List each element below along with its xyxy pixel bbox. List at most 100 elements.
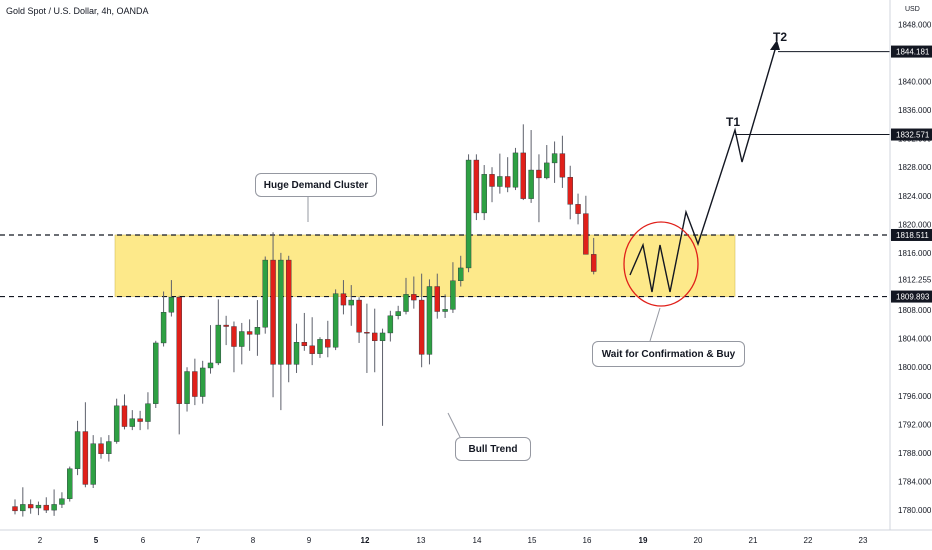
candle-up xyxy=(74,431,81,469)
t1-label: T1 xyxy=(726,115,740,129)
y-tick-label: 1796.000 xyxy=(898,392,932,401)
y-tick-label: 1828.000 xyxy=(898,163,932,172)
price-tag xyxy=(891,228,932,241)
candle-down xyxy=(246,331,253,335)
candle-down xyxy=(223,324,229,327)
candle-up xyxy=(450,280,456,310)
y-tick-label: 1792.000 xyxy=(898,420,932,429)
demand-zone-layer xyxy=(0,234,890,298)
candle-down xyxy=(340,293,347,306)
projection-arrowhead xyxy=(770,40,780,50)
candle-down xyxy=(504,176,511,188)
x-tick-label: 6 xyxy=(141,536,146,545)
candle-down xyxy=(192,371,198,397)
candle-up xyxy=(90,443,96,485)
candle-down xyxy=(434,286,440,312)
candle-up xyxy=(106,441,112,454)
candle-down xyxy=(12,506,18,512)
demand-cluster-callout: Huge Demand Cluster xyxy=(255,173,377,197)
x-tick-label: 13 xyxy=(417,536,426,545)
candle-down xyxy=(590,254,597,272)
candle-up xyxy=(426,286,433,355)
price-tag-label: 1844.181 xyxy=(896,48,930,57)
candle-up xyxy=(481,174,487,214)
candle-down xyxy=(82,431,89,485)
confirm-callout-pointer xyxy=(649,307,661,342)
candle-up xyxy=(145,403,151,422)
x-tick-label: 21 xyxy=(749,536,758,545)
candle-down xyxy=(325,339,331,348)
candle-up xyxy=(465,159,472,269)
y-tick-label: 1804.000 xyxy=(898,335,932,344)
candle-up xyxy=(458,267,464,281)
candle-down xyxy=(575,204,581,214)
candle-down xyxy=(364,332,370,334)
candle-up xyxy=(293,342,300,365)
candle-down xyxy=(27,504,34,509)
candle-down xyxy=(536,169,542,179)
x-tick-label: 9 xyxy=(307,536,312,545)
x-tick-label: 20 xyxy=(694,536,703,545)
candle-up xyxy=(113,405,120,442)
x-tick-label: 16 xyxy=(583,536,592,545)
candle-down xyxy=(137,418,143,422)
candles-layer xyxy=(12,124,597,517)
y-tick-label: 1788.000 xyxy=(898,449,932,458)
x-tick-label: 2 xyxy=(38,536,43,545)
x-tick-label: 19 xyxy=(639,536,648,545)
candle-down xyxy=(309,345,315,354)
candle-up xyxy=(379,332,386,342)
x-tick-label: 8 xyxy=(251,536,256,545)
t2-label: T2 xyxy=(773,30,787,44)
candle-down xyxy=(231,326,237,347)
bull-trend-callout: Bull Trend xyxy=(455,437,531,461)
x-tick-label: 12 xyxy=(361,536,370,545)
candle-up xyxy=(129,418,136,427)
confirmation-callout: Wait for Confirmation & Buy xyxy=(592,341,745,367)
currency-label: USD xyxy=(905,6,920,13)
candle-down xyxy=(43,504,49,511)
candle-up xyxy=(59,498,65,505)
x-tick-label: 5 xyxy=(94,536,99,545)
bull-callout-pointer xyxy=(447,412,461,438)
candle-up xyxy=(207,362,214,369)
candle-up xyxy=(67,468,73,499)
demand-cluster-label: Huge Demand Cluster xyxy=(263,179,369,191)
price-tag xyxy=(891,128,932,141)
candle-down xyxy=(301,342,308,347)
price-tag-label: 1818.511 xyxy=(896,231,929,240)
y-tick-label: 1816.000 xyxy=(898,249,932,258)
symbol-title: Gold Spot / U.S. Dollar, 4h, OANDA xyxy=(6,6,149,16)
demand-zone xyxy=(114,234,736,297)
price-tag-label: 1832.571 xyxy=(896,131,930,140)
confirmation-label: Wait for Confirmation & Buy xyxy=(601,348,736,360)
x-tick-label: 14 xyxy=(473,536,482,545)
price-tag xyxy=(891,290,932,303)
confirmation-circle xyxy=(623,221,699,307)
candle-down xyxy=(411,294,417,301)
y-tick-label: 1836.000 xyxy=(898,106,932,115)
candle-down xyxy=(473,159,480,214)
y-tick-label: 1780.000 xyxy=(898,506,932,515)
price-tag xyxy=(891,45,932,58)
candle-down xyxy=(176,297,182,404)
candle-up xyxy=(332,293,339,348)
candle-up xyxy=(35,504,42,509)
candle-up xyxy=(215,324,222,364)
candle-up xyxy=(262,259,268,328)
projection-layer: T1 T2 xyxy=(307,30,890,438)
x-tick-label: 22 xyxy=(804,536,813,545)
candle-up xyxy=(254,327,261,335)
candle-up xyxy=(317,339,323,354)
y-tick-label: 1820.000 xyxy=(898,220,932,229)
candle-up xyxy=(51,504,57,511)
candle-up xyxy=(153,342,159,404)
y-tick-label: 1824.000 xyxy=(898,192,932,201)
price-tag-label: 1809.893 xyxy=(896,293,930,302)
candle-up xyxy=(168,297,175,313)
candle-up xyxy=(20,504,26,512)
candle-down xyxy=(356,299,362,333)
candle-up xyxy=(403,294,409,312)
